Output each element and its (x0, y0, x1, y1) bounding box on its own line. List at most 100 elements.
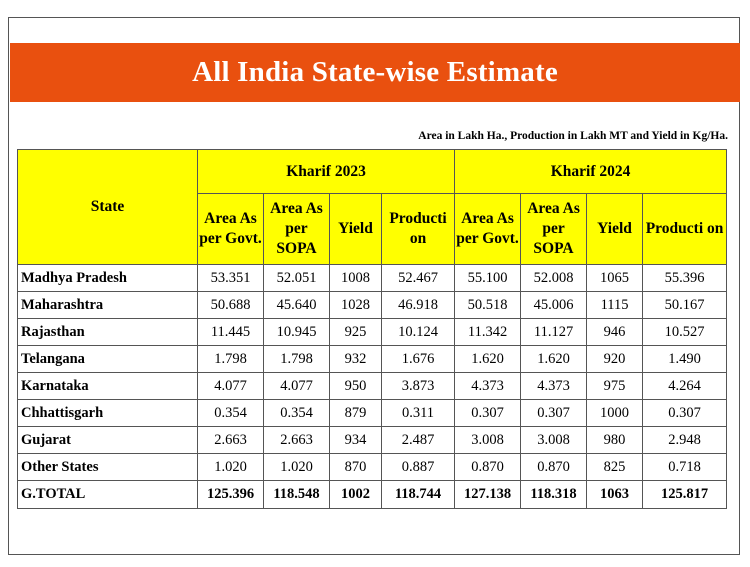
value-cell: 0.887 (380, 453, 456, 481)
value-cell: 980 (586, 426, 644, 454)
table-row: Rajasthan 11.445 10.945 925 10.124 11.342 11.1… (17, 318, 728, 346)
value-cell: 3.873 (380, 372, 456, 400)
value-cell: 1063 (586, 480, 644, 509)
value-cell: 946 (586, 318, 644, 346)
value-cell: 0.307 (642, 399, 728, 427)
value-cell: 52.051 (263, 264, 330, 292)
state-name-cell: G.TOTAL (17, 480, 198, 509)
col-header-yield: Yield (329, 193, 382, 265)
table-row: Madhya Pradesh 53.351 52.051 1008 52.467 55.1… (17, 264, 728, 292)
value-cell: 870 (329, 453, 382, 481)
value-cell: 4.077 (197, 372, 264, 400)
value-cell: 45.640 (263, 291, 330, 319)
value-cell: 1028 (329, 291, 382, 319)
value-cell: 4.077 (263, 372, 330, 400)
page-title: All India State-wise Estimate (192, 56, 558, 88)
value-cell: 118.744 (380, 480, 456, 509)
value-cell: 2.487 (380, 426, 456, 454)
state-name-cell: Madhya Pradesh (17, 264, 198, 292)
value-cell: 950 (329, 372, 382, 400)
value-cell: 1.798 (263, 345, 330, 373)
estimate-table: State Kharif 2023 Kharif 2024 Area As pe… (17, 149, 728, 509)
value-cell: 10.945 (263, 318, 330, 346)
value-cell: 0.870 (454, 453, 522, 481)
value-cell: 1.798 (197, 345, 264, 373)
value-cell: 920 (586, 345, 644, 373)
col-header-area-govt: Area As per Govt. (197, 193, 264, 265)
value-cell: 52.467 (380, 264, 456, 292)
title-banner: All India State-wise Estimate (10, 43, 740, 102)
value-cell: 1.676 (380, 345, 456, 373)
value-cell: 1.490 (642, 345, 728, 373)
state-name-cell: Gujarat (17, 426, 198, 454)
value-cell: 10.124 (380, 318, 456, 346)
value-cell: 0.870 (520, 453, 588, 481)
value-cell: 934 (329, 426, 382, 454)
table-row: Karnataka 4.077 4.077 950 3.873 4.373 4.373 975… (17, 372, 728, 400)
value-cell: 0.354 (197, 399, 264, 427)
value-cell: 125.396 (197, 480, 264, 509)
value-cell: 1008 (329, 264, 382, 292)
value-cell: 975 (586, 372, 644, 400)
value-cell: 1065 (586, 264, 644, 292)
table-row: Telangana 1.798 1.798 932 1.676 1.620 1.620 920… (17, 345, 728, 373)
state-column-header: State (17, 149, 198, 265)
value-cell: 11.445 (197, 318, 264, 346)
value-cell: 125.817 (642, 480, 728, 509)
value-cell: 1002 (329, 480, 382, 509)
value-cell: 0.718 (642, 453, 728, 481)
state-name-cell: Other States (17, 453, 198, 481)
value-cell: 50.518 (454, 291, 522, 319)
value-cell: 0.354 (263, 399, 330, 427)
value-cell: 1.020 (197, 453, 264, 481)
state-name-cell: Rajasthan (17, 318, 198, 346)
value-cell: 2.663 (263, 426, 330, 454)
col-header-area-govt: Area As per Govt. (454, 193, 522, 265)
table-body: Madhya Pradesh 53.351 52.051 1008 52.467 55.1… (17, 264, 728, 509)
col-header-area-sopa: Area As per SOPA (520, 193, 588, 265)
table-row: Chhattisgarh 0.354 0.354 879 0.311 0.307 0.307… (17, 399, 728, 427)
value-cell: 0.307 (520, 399, 588, 427)
value-cell: 2.663 (197, 426, 264, 454)
value-cell: 1.020 (263, 453, 330, 481)
total-row: G.TOTAL 125.396 118.548 1002 118.744 127.138 1… (17, 480, 728, 509)
value-cell: 2.948 (642, 426, 728, 454)
value-cell: 879 (329, 399, 382, 427)
value-cell: 0.307 (454, 399, 522, 427)
col-header-production: Producti on (642, 193, 728, 265)
group-header-kharif-2024: Kharif 2024 (454, 149, 728, 194)
value-cell: 0.311 (380, 399, 456, 427)
value-cell: 50.167 (642, 291, 728, 319)
col-header-yield: Yield (586, 193, 644, 265)
value-cell: 932 (329, 345, 382, 373)
value-cell: 925 (329, 318, 382, 346)
value-cell: 127.138 (454, 480, 522, 509)
units-note: Area in Lakh Ha., Production in Lakh MT … (418, 130, 728, 142)
value-cell: 52.008 (520, 264, 588, 292)
state-name-cell: Karnataka (17, 372, 198, 400)
value-cell: 55.396 (642, 264, 728, 292)
state-name-cell: Maharashtra (17, 291, 198, 319)
value-cell: 11.342 (454, 318, 522, 346)
value-cell: 10.527 (642, 318, 728, 346)
value-cell: 4.373 (454, 372, 522, 400)
table-row: Gujarat 2.663 2.663 934 2.487 3.008 3.008 980 2.… (17, 426, 728, 454)
value-cell: 4.373 (520, 372, 588, 400)
value-cell: 1000 (586, 399, 644, 427)
value-cell: 50.688 (197, 291, 264, 319)
value-cell: 53.351 (197, 264, 264, 292)
state-name-cell: Chhattisgarh (17, 399, 198, 427)
col-header-area-sopa: Area As per SOPA (263, 193, 330, 265)
value-cell: 118.548 (263, 480, 330, 509)
table-row: Maharashtra 50.688 45.640 1028 46.918 50.518 4… (17, 291, 728, 319)
col-header-production: Producti on (380, 193, 456, 265)
value-cell: 46.918 (380, 291, 456, 319)
value-cell: 3.008 (454, 426, 522, 454)
state-name-cell: Telangana (17, 345, 198, 373)
value-cell: 1.620 (454, 345, 522, 373)
value-cell: 825 (586, 453, 644, 481)
value-cell: 1115 (586, 291, 644, 319)
value-cell: 118.318 (520, 480, 588, 509)
value-cell: 55.100 (454, 264, 522, 292)
group-header-kharif-2023: Kharif 2023 (196, 149, 456, 194)
